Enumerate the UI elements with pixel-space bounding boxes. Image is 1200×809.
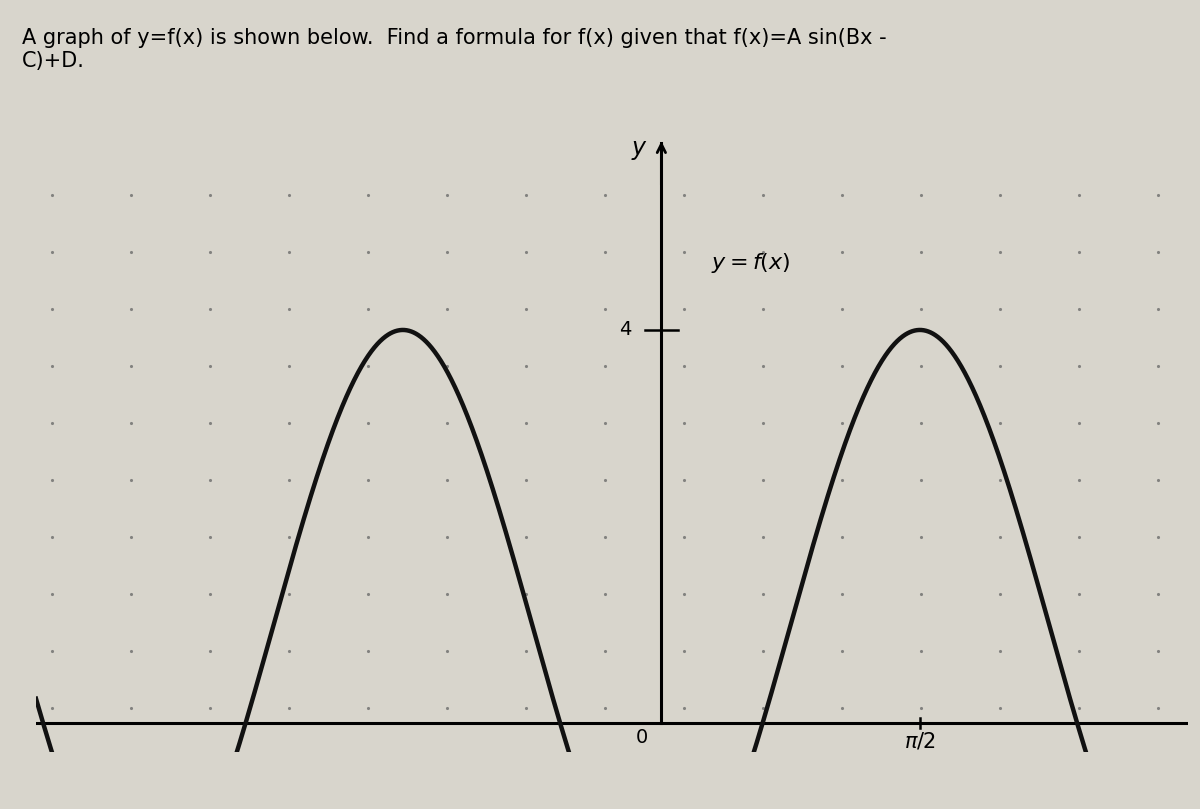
Text: 4: 4 [619, 320, 631, 340]
Text: A graph of y=f(x) is shown below.  Find a formula for f(x) given that f(x)=A sin: A graph of y=f(x) is shown below. Find a… [22, 28, 887, 70]
Text: $\pi/2$: $\pi/2$ [904, 731, 936, 752]
Text: $y = f(x)$: $y = f(x)$ [710, 251, 791, 275]
Text: 0: 0 [636, 728, 648, 747]
Text: $y$: $y$ [631, 138, 648, 163]
